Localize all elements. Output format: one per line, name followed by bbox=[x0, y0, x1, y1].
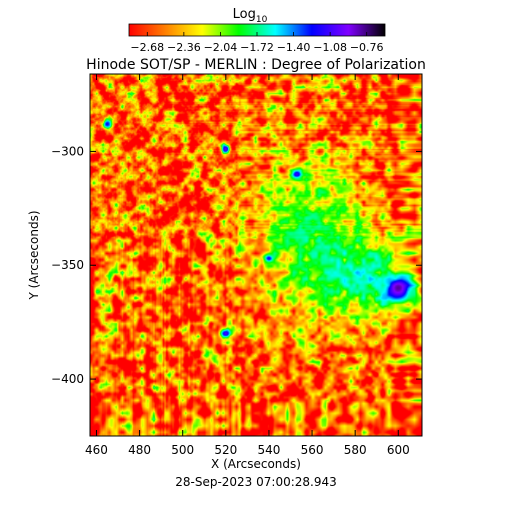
y-tick-label: −400 bbox=[51, 372, 84, 386]
y-tick-label: −350 bbox=[51, 258, 84, 272]
x-tick-label: 500 bbox=[171, 443, 194, 457]
x-tick-label: 560 bbox=[301, 443, 324, 457]
x-axis-ticks: 460 480 500 520 540 560 580 600 bbox=[85, 74, 410, 457]
colorbar-tick-label: −0.76 bbox=[350, 41, 384, 54]
polarization-map bbox=[90, 74, 422, 436]
polarization-heatmap-image bbox=[90, 74, 422, 436]
colorbar-tick-label: −2.68 bbox=[130, 41, 164, 54]
colorbar-tick-label: −1.08 bbox=[313, 41, 347, 54]
colorbar-ticks: −2.68 −2.36 −2.04 −1.72 −1.40 −1.08 −0.76 bbox=[130, 32, 384, 54]
y-axis-label: Y (Arcseconds) bbox=[27, 210, 41, 300]
x-axis-label: X (Arcseconds) bbox=[211, 457, 301, 471]
colorbar-tick-label: −2.36 bbox=[167, 41, 201, 54]
plot-frame bbox=[89, 73, 423, 437]
x-tick-label: 460 bbox=[85, 443, 108, 457]
colorbar-tick-label: −1.72 bbox=[240, 41, 274, 54]
chart-title: Hinode SOT/SP - MERLIN : Degree of Polar… bbox=[86, 57, 426, 73]
colorbar-label: Log10 bbox=[233, 7, 268, 25]
x-tick-label: 520 bbox=[214, 443, 237, 457]
colorbar-tick-label: −2.04 bbox=[204, 41, 238, 54]
timestamp: 28-Sep-2023 07:00:28.943 bbox=[175, 475, 337, 489]
y-tick-label: −300 bbox=[51, 144, 84, 158]
x-tick-label: 480 bbox=[128, 443, 151, 457]
y-axis-ticks: −300 −350 −400 bbox=[51, 144, 422, 386]
x-tick-label: 580 bbox=[344, 443, 367, 457]
x-tick-label: 600 bbox=[387, 443, 410, 457]
x-tick-label: 540 bbox=[257, 443, 280, 457]
colorbar-tick-label: −1.40 bbox=[277, 41, 311, 54]
